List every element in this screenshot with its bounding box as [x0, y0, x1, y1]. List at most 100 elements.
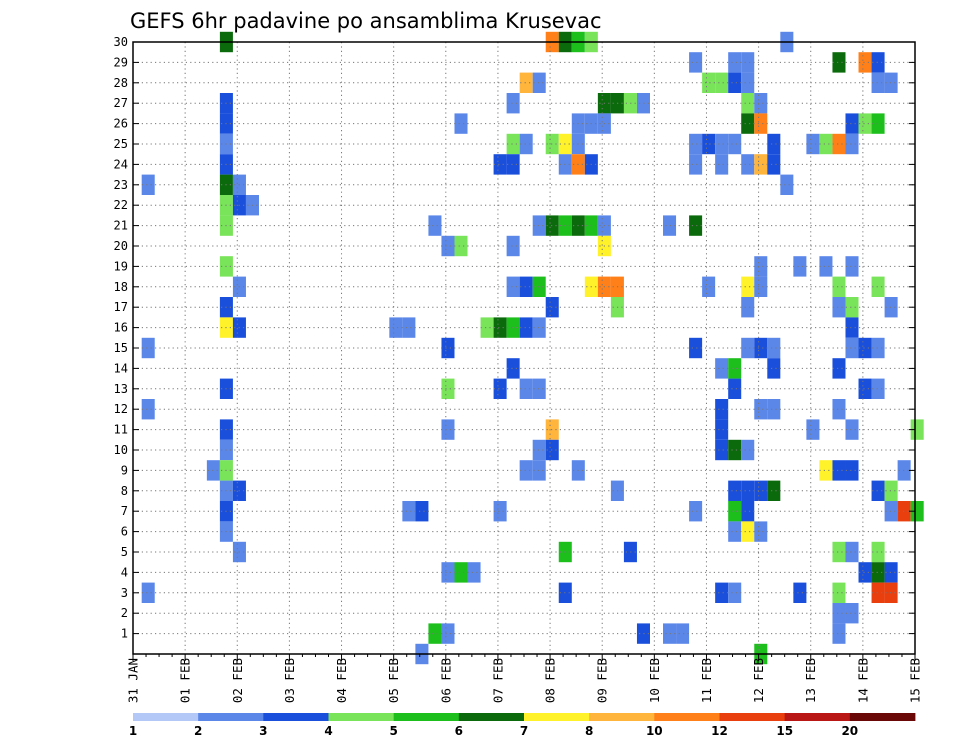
heatmap-cell [832, 297, 846, 318]
y-tick-label: 10 [114, 443, 128, 457]
heatmap-cell [728, 358, 742, 379]
y-tick-label: 8 [121, 484, 128, 498]
heatmap-cell [741, 297, 755, 318]
heatmap-cell [454, 235, 468, 257]
heatmap-cell [793, 256, 807, 277]
legend-swatch [263, 713, 329, 721]
heatmap-cell [741, 113, 755, 134]
x-tick-label: 15 FEB [908, 658, 923, 703]
y-tick-label: 17 [114, 300, 128, 314]
legend-swatch [393, 713, 460, 721]
x-tick-label: 13 FEB [803, 658, 818, 703]
grid [133, 41, 915, 654]
heatmap-cell [545, 133, 559, 155]
heatmap-cell [728, 52, 742, 73]
y-tick-label: 26 [114, 117, 128, 131]
heatmap-cell [806, 419, 820, 440]
heatmap-cell [871, 378, 885, 399]
x-tick-label: 05 FEB [386, 658, 401, 703]
heatmap-cell [845, 317, 859, 338]
heatmap-cell [910, 501, 924, 522]
heatmap-cell [832, 582, 846, 603]
heatmap-cell [845, 460, 859, 481]
y-tick-label: 21 [114, 219, 128, 233]
heatmap-cell [741, 480, 755, 501]
heatmap-cell [884, 562, 898, 583]
heatmap-cell [845, 256, 859, 277]
heatmap-cell [545, 439, 559, 461]
heatmap-cell [532, 460, 546, 481]
x-tick-label: 12 FEB [751, 658, 766, 703]
heatmap-cell [689, 133, 703, 155]
heatmap-cell [480, 317, 494, 338]
heatmap-cell [871, 480, 885, 501]
legend-label: 8 [585, 724, 593, 738]
heatmap-cell [467, 562, 481, 583]
y-tick-label: 25 [114, 137, 128, 151]
heatmap-cell [832, 460, 846, 481]
y-tick-label: 14 [114, 361, 128, 375]
heatmap-cell [741, 93, 755, 114]
legend: 1 2 3 4 5 6 7 8 10 12 15 20 [129, 713, 916, 738]
heatmap-cell [754, 113, 768, 134]
heatmap-cell [884, 72, 898, 93]
heatmap-cell [871, 562, 885, 583]
heatmap-cell [858, 113, 872, 134]
heatmap-cell [441, 337, 455, 359]
x-tick-label: 10 FEB [647, 658, 662, 703]
x-tick-label: 03 FEB [282, 658, 297, 703]
heatmap-cell [754, 256, 768, 277]
heatmap-cell [428, 215, 442, 236]
heatmap-cell [676, 623, 690, 644]
heatmap-cell [832, 133, 846, 155]
heatmap-cell [663, 215, 677, 236]
heatmap-cell [532, 215, 546, 236]
heatmap-cell [493, 317, 507, 338]
heatmap-cell [519, 317, 533, 338]
heatmap-cell [545, 297, 559, 318]
heatmap-cell [728, 480, 742, 501]
y-tick-label: 3 [121, 586, 128, 600]
legend-label: 1 [129, 724, 137, 738]
legend-swatch [784, 713, 851, 721]
heatmap-cell [506, 93, 520, 114]
heatmap-cell [871, 541, 885, 563]
heatmap-cell [832, 541, 846, 563]
heatmap-cell [441, 562, 455, 583]
heatmap-cell [845, 603, 859, 624]
legend-swatch [198, 713, 264, 721]
heatmap-cell [715, 72, 729, 93]
heatmap-cell [767, 337, 781, 359]
heatmap-cell [415, 501, 429, 522]
y-tick-label: 24 [114, 157, 128, 171]
heatmap-cell [728, 72, 742, 93]
heatmap-cell [702, 72, 716, 93]
heatmap-cell [845, 113, 859, 134]
heatmap-cell [728, 133, 742, 155]
y-axis: 1234567891011121314151617181920212223242… [114, 35, 915, 641]
heatmap-cell [519, 460, 533, 481]
chart-title: GEFS 6hr padavine po ansamblima Krusevac [130, 9, 602, 33]
heatmap-cell [754, 521, 768, 542]
heatmap-cell [493, 501, 507, 522]
x-tick-label: 11 FEB [699, 658, 714, 703]
x-tick-label: 06 FEB [438, 658, 453, 703]
legend-swatch [328, 713, 395, 721]
heatmap-cell [858, 378, 872, 399]
legend-swatch [589, 713, 655, 721]
heatmap-cell [663, 623, 677, 644]
y-tick-label: 4 [121, 565, 128, 579]
heatmap-cell [871, 52, 885, 73]
heatmap-cell [715, 582, 729, 603]
heatmap-cell [754, 154, 768, 175]
y-tick-label: 5 [121, 545, 128, 559]
legend-label: 10 [646, 724, 663, 738]
y-tick-label: 27 [114, 96, 128, 110]
x-tick-label: 14 FEB [855, 658, 870, 703]
heatmap-cell [141, 582, 155, 603]
heatmap-cell [506, 235, 520, 257]
legend-label: 3 [259, 724, 267, 738]
heatmap-cell [884, 582, 898, 603]
heatmap-cell [702, 133, 716, 155]
